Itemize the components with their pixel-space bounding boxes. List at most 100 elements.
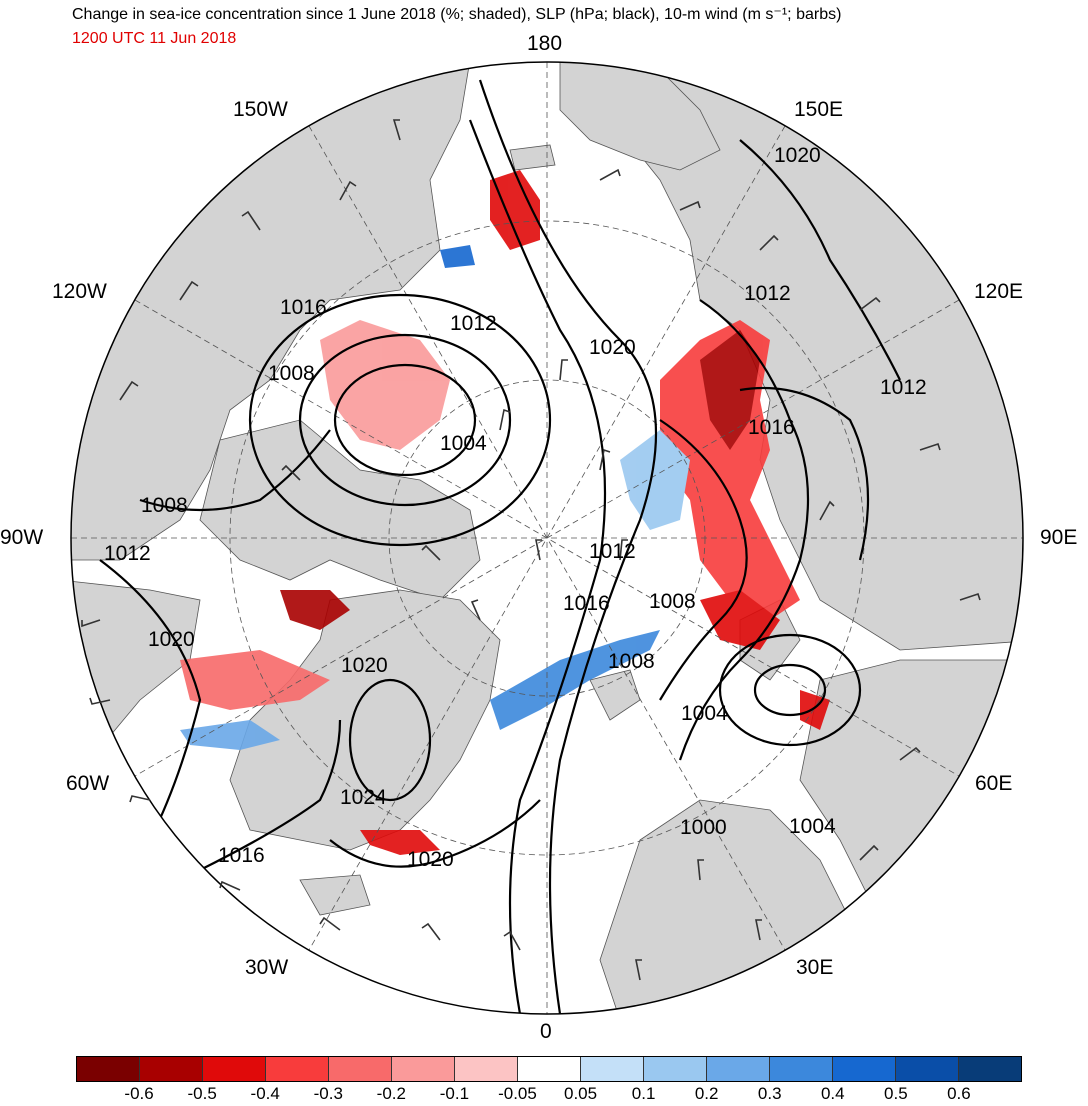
land-iceland: [299, 874, 371, 916]
land-svalbard: [589, 669, 641, 721]
colorbar-tick-label: -0.1: [439, 1084, 470, 1103]
ice-loss-laptev: [660, 320, 800, 620]
isobar-1016-northeast: [739, 386, 870, 561]
colorbar-swatch: [896, 1057, 959, 1081]
isobar-label: 1024: [340, 786, 387, 809]
ice-loss-beaufort: [320, 320, 450, 450]
colorbar-swatch: [455, 1057, 518, 1081]
ice-loss-laptev-core: [700, 330, 760, 450]
isobar-label: 1016: [280, 296, 327, 319]
isobar-label: 1020: [589, 336, 636, 359]
isobars: [99, 79, 901, 1014]
map-border: [70, 61, 1024, 1015]
lon-label-60w: 60W: [66, 772, 110, 795]
isobar-label: 1008: [608, 650, 655, 673]
lon-label-150w: 150W: [233, 98, 288, 121]
colorbar-swatch: [518, 1057, 581, 1081]
colorbar-swatch: [707, 1057, 770, 1081]
isobar-label: 1012: [880, 376, 927, 399]
isobar-label: 1016: [748, 416, 795, 439]
isobar-1020: [478, 79, 658, 1014]
colorbar-tick-label: -0.05: [498, 1084, 537, 1103]
land-wrangel: [509, 144, 556, 171]
isobar-label: 1012: [744, 282, 791, 305]
lon-label-0: 0: [540, 1020, 552, 1043]
isobar-label: 1000: [680, 816, 727, 839]
lon-label-180: 180: [527, 32, 563, 55]
isobar-label: 1012: [450, 312, 497, 335]
isobar-labels: 1020 1012 1016 1012 1020 1012 1008 1016 …: [104, 144, 927, 871]
colorbar: [76, 1056, 1022, 1082]
wind-barbs: [81, 119, 981, 981]
isobar-1024-high-greenland: [348, 678, 432, 802]
isobar-label: 1004: [681, 702, 728, 725]
isobar-1016-iceland: [199, 719, 342, 871]
isobar-1004-low-kara: [718, 633, 862, 747]
ice-gain-fram: [490, 630, 660, 730]
colorbar-tick-label: 0.05: [563, 1084, 598, 1103]
isobar-label: 1020: [407, 848, 454, 871]
colorbar-swatch: [203, 1057, 266, 1081]
colorbar-tick-label: -0.5: [187, 1084, 217, 1103]
colorbar-tick-label: 0.3: [757, 1084, 782, 1103]
map-title: Change in sea-ice concentration since 1 …: [72, 6, 842, 23]
ice-loss-chukchi: [490, 170, 540, 250]
ice-loss-greenland-south: [360, 830, 440, 855]
isobar-label: 1008: [649, 590, 696, 613]
colorbar-swatch: [770, 1057, 833, 1081]
isobar-1020-hudson: [99, 559, 202, 841]
colorbar-swatch: [392, 1057, 455, 1081]
colorbar-tick-label: 0.2: [694, 1084, 719, 1103]
isobar-1020-iceland: [329, 799, 541, 868]
ice-loss-hudson: [180, 650, 330, 710]
colorbar-tick-label: -0.2: [376, 1084, 406, 1103]
colorbar-swatch: [833, 1057, 896, 1081]
sea-ice-shading: [180, 170, 830, 855]
colorbar-swatch: [581, 1057, 644, 1081]
lon-label-120e: 120E: [974, 280, 1024, 303]
isobar-label: 1008: [141, 494, 188, 517]
lon-label-30w: 30W: [245, 956, 289, 979]
colorbar-tick-label: 0.5: [884, 1084, 908, 1103]
colorbar-tick-label: -0.6: [124, 1084, 154, 1103]
colorbar-swatch: [77, 1057, 140, 1081]
isobar-1016: [468, 119, 607, 1014]
colorbar-tick-label: 0.4: [820, 1084, 845, 1103]
lon-label-60e: 60E: [975, 772, 1013, 795]
isobar-label: 1004: [789, 815, 836, 838]
ice-loss-kara: [700, 590, 780, 650]
colorbar-labels: -0.6 -0.5 -0.4 -0.3 -0.2 -0.1 -0.05 0.05 0.1 0.2 0…: [76, 1084, 1022, 1106]
colorbar-swatch: [266, 1057, 329, 1081]
lon-label-120w: 120W: [52, 280, 107, 303]
valid-time: 1200 UTC 11 Jun 2018: [72, 30, 237, 47]
lon-label-30e: 30E: [796, 956, 834, 979]
isobar-1004-low-beaufort: [333, 363, 477, 477]
isobar-label: 1012: [589, 540, 636, 563]
isobar-label: 1012: [104, 542, 151, 565]
colorbar-tick-label: 0.6: [947, 1084, 971, 1103]
isobar-label: 1016: [218, 844, 265, 867]
lon-label-90w: 90W: [0, 526, 44, 549]
colorbar-swatch: [959, 1057, 1021, 1081]
isobar-1000-low-kara: [753, 663, 827, 717]
colorbar-tick-label: -0.4: [250, 1084, 280, 1103]
graticule: [71, 62, 1023, 1014]
isobar-label: 1008: [268, 362, 315, 385]
ice-gain-davis: [180, 720, 280, 750]
ice-loss-baffin: [280, 590, 350, 630]
isobar-1020-northeast: [739, 139, 901, 381]
isobar-1008-low-beaufort: [298, 333, 512, 507]
isobar-label: 1020: [148, 628, 195, 651]
colorbar-swatch: [140, 1057, 203, 1081]
isobar-1012-low-beaufort: [248, 293, 552, 547]
isobar-1016-west: [139, 429, 331, 512]
isobar-1012-east: [678, 299, 810, 761]
colorbar-swatch: [644, 1057, 707, 1081]
colorbar-tick-label: -0.3: [313, 1084, 343, 1103]
isobar-label: 1004: [440, 432, 487, 455]
isobar-label: 1020: [341, 654, 388, 677]
lon-label-90e: 90E: [1040, 526, 1078, 549]
isobar-label: 1020: [774, 144, 821, 167]
colorbar-swatch: [329, 1057, 392, 1081]
